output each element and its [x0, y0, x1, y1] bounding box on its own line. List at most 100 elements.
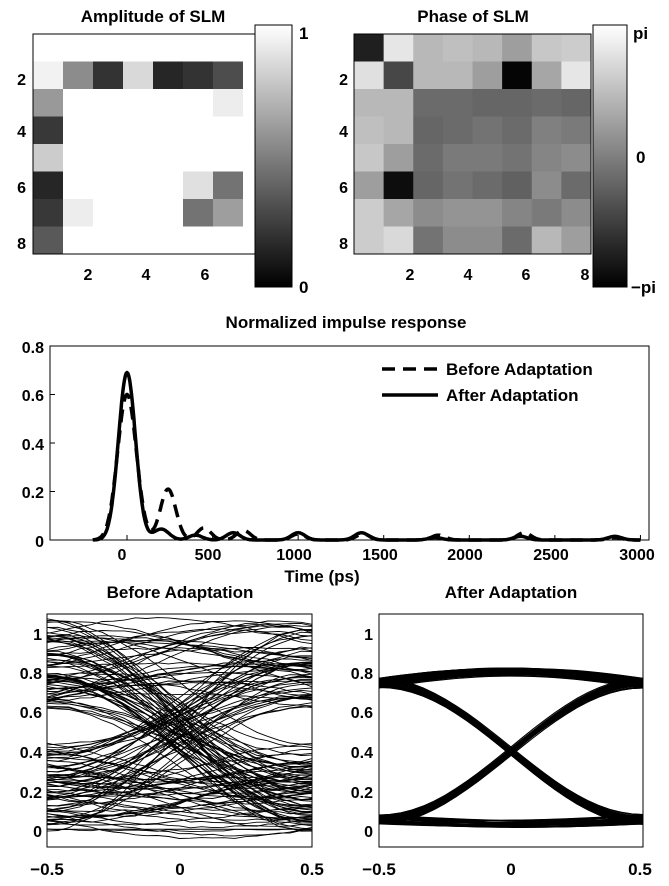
- eye-after-title: After Adaptation: [445, 583, 578, 602]
- heatmap-cell: [93, 61, 124, 90]
- impulse-y-tick: 0.6: [22, 388, 44, 405]
- phase-x-tick: 2: [406, 267, 415, 284]
- heatmap-cell: [442, 116, 473, 145]
- heatmap-cell: [354, 61, 385, 90]
- heatmap-cell: [413, 226, 444, 255]
- heatmap-cell: [183, 61, 214, 90]
- heatmap-cell: [153, 226, 184, 255]
- heatmap-cell: [33, 226, 64, 255]
- eye-before-x-tick: 0: [175, 860, 184, 879]
- impulse-legend: Before Adaptation After Adaptation: [382, 360, 593, 405]
- eye-trace: [378, 682, 644, 823]
- impulse-y-tick: 0: [35, 534, 44, 551]
- eye-trace: [46, 663, 313, 756]
- eye-trace: [46, 756, 313, 807]
- eye-before-y-ticks: 0 0.2 0.4 0.6 0.8 1: [20, 627, 42, 841]
- eye-trace: [46, 629, 313, 780]
- eye-after-x-tick: −0.5: [362, 860, 396, 879]
- amplitude-y-tick: 8: [17, 236, 26, 253]
- heatmap-cell: [413, 144, 444, 172]
- heatmap-cell: [354, 116, 385, 145]
- impulse-x-tick: 2500: [533, 547, 569, 564]
- heatmap-cell: [531, 34, 562, 62]
- eye-trace: [46, 628, 313, 657]
- eye-after-x-tick: 0.5: [628, 860, 652, 879]
- phase-colorbar-min-label: −pi: [631, 278, 656, 297]
- phase-axes-frame: [353, 33, 592, 255]
- amplitude-y-tick: 2: [17, 72, 26, 89]
- eye-after-y-tick: 0: [364, 824, 373, 841]
- eye-trace: [46, 667, 313, 702]
- eye-trace: [378, 668, 644, 682]
- eye-before-y-tick: 1: [33, 627, 42, 644]
- heatmap-cell: [183, 89, 214, 117]
- heatmap-cell: [354, 89, 385, 117]
- eye-trace: [378, 677, 644, 816]
- eye-trace: [46, 680, 313, 701]
- heatmap-cell: [383, 199, 414, 227]
- eye-before-panel: Before Adaptation −0.5 0 0.5 0 0.2 0.4 0…: [20, 583, 324, 879]
- heatmap-cell: [63, 199, 94, 227]
- eye-after-y-tick: 0.4: [351, 745, 373, 762]
- heatmap-cell: [63, 144, 94, 172]
- eye-trace: [46, 677, 313, 779]
- amplitude-panel: Amplitude of SLM 2 4 6 8 2 4 6 8 1 0: [17, 7, 308, 297]
- heatmap-cell: [502, 34, 533, 62]
- phase-y-tick: 2: [339, 72, 348, 89]
- eye-trace: [378, 815, 644, 824]
- heatmap-cell: [383, 226, 414, 255]
- eye-trace: [46, 765, 313, 824]
- heatmap-cell: [383, 89, 414, 117]
- phase-y-tick: 6: [339, 180, 348, 197]
- heatmap-cell: [472, 89, 503, 117]
- heatmap-cell: [183, 144, 214, 172]
- eye-trace: [46, 632, 313, 793]
- heatmap-cell: [213, 34, 244, 62]
- heatmap-cell: [383, 144, 414, 172]
- amplitude-colorbar-max-label: 1: [299, 24, 308, 43]
- eye-trace: [378, 671, 644, 685]
- heatmap-cell: [93, 171, 124, 200]
- heatmap-cell: [63, 61, 94, 90]
- heatmap-cell: [153, 199, 184, 227]
- impulse-x-tick: 500: [195, 547, 222, 564]
- heatmap-cell: [213, 171, 244, 200]
- eye-trace: [46, 640, 313, 669]
- impulse-x-tick: 3000: [619, 547, 655, 564]
- heatmap-cell: [153, 116, 184, 145]
- eye-trace: [378, 814, 644, 822]
- eye-after-traces: [378, 667, 644, 828]
- heatmap-cell: [442, 171, 473, 200]
- heatmap-cell: [502, 144, 533, 172]
- heatmap-cell: [561, 116, 592, 145]
- heatmap-cell: [123, 199, 154, 227]
- eye-before-axes-frame: [46, 613, 313, 848]
- heatmap-cell: [472, 34, 503, 62]
- heatmap-cell: [123, 144, 154, 172]
- eye-trace: [46, 635, 313, 759]
- phase-colorbar: [592, 24, 628, 288]
- eye-trace: [378, 669, 644, 686]
- amplitude-y-ticks: 2 4 6 8: [17, 72, 26, 253]
- phase-cells: [354, 34, 592, 255]
- eye-trace: [46, 650, 313, 800]
- eye-after-y-tick: 0.2: [351, 785, 373, 802]
- eye-trace: [46, 680, 313, 690]
- eye-trace: [46, 794, 313, 821]
- eye-trace: [378, 680, 644, 819]
- eye-trace: [46, 758, 313, 789]
- eye-trace: [46, 658, 313, 691]
- heatmap-cell: [33, 89, 64, 117]
- phase-colorbar-mid-label: 0: [636, 148, 645, 167]
- heatmap-cell: [183, 226, 214, 255]
- heatmap-cell: [383, 61, 414, 90]
- heatmap-cell: [183, 116, 214, 145]
- impulse-y-tick-labels: 0 0.2 0.4 0.6 0.8: [22, 340, 44, 551]
- eye-trace: [46, 655, 312, 773]
- eye-trace: [46, 798, 313, 819]
- heatmap-cell: [531, 61, 562, 90]
- eye-trace: [46, 617, 313, 645]
- heatmap-cell: [413, 34, 444, 62]
- eye-before-title: Before Adaptation: [107, 583, 254, 602]
- series-after-adaptation-line: [92, 370, 641, 542]
